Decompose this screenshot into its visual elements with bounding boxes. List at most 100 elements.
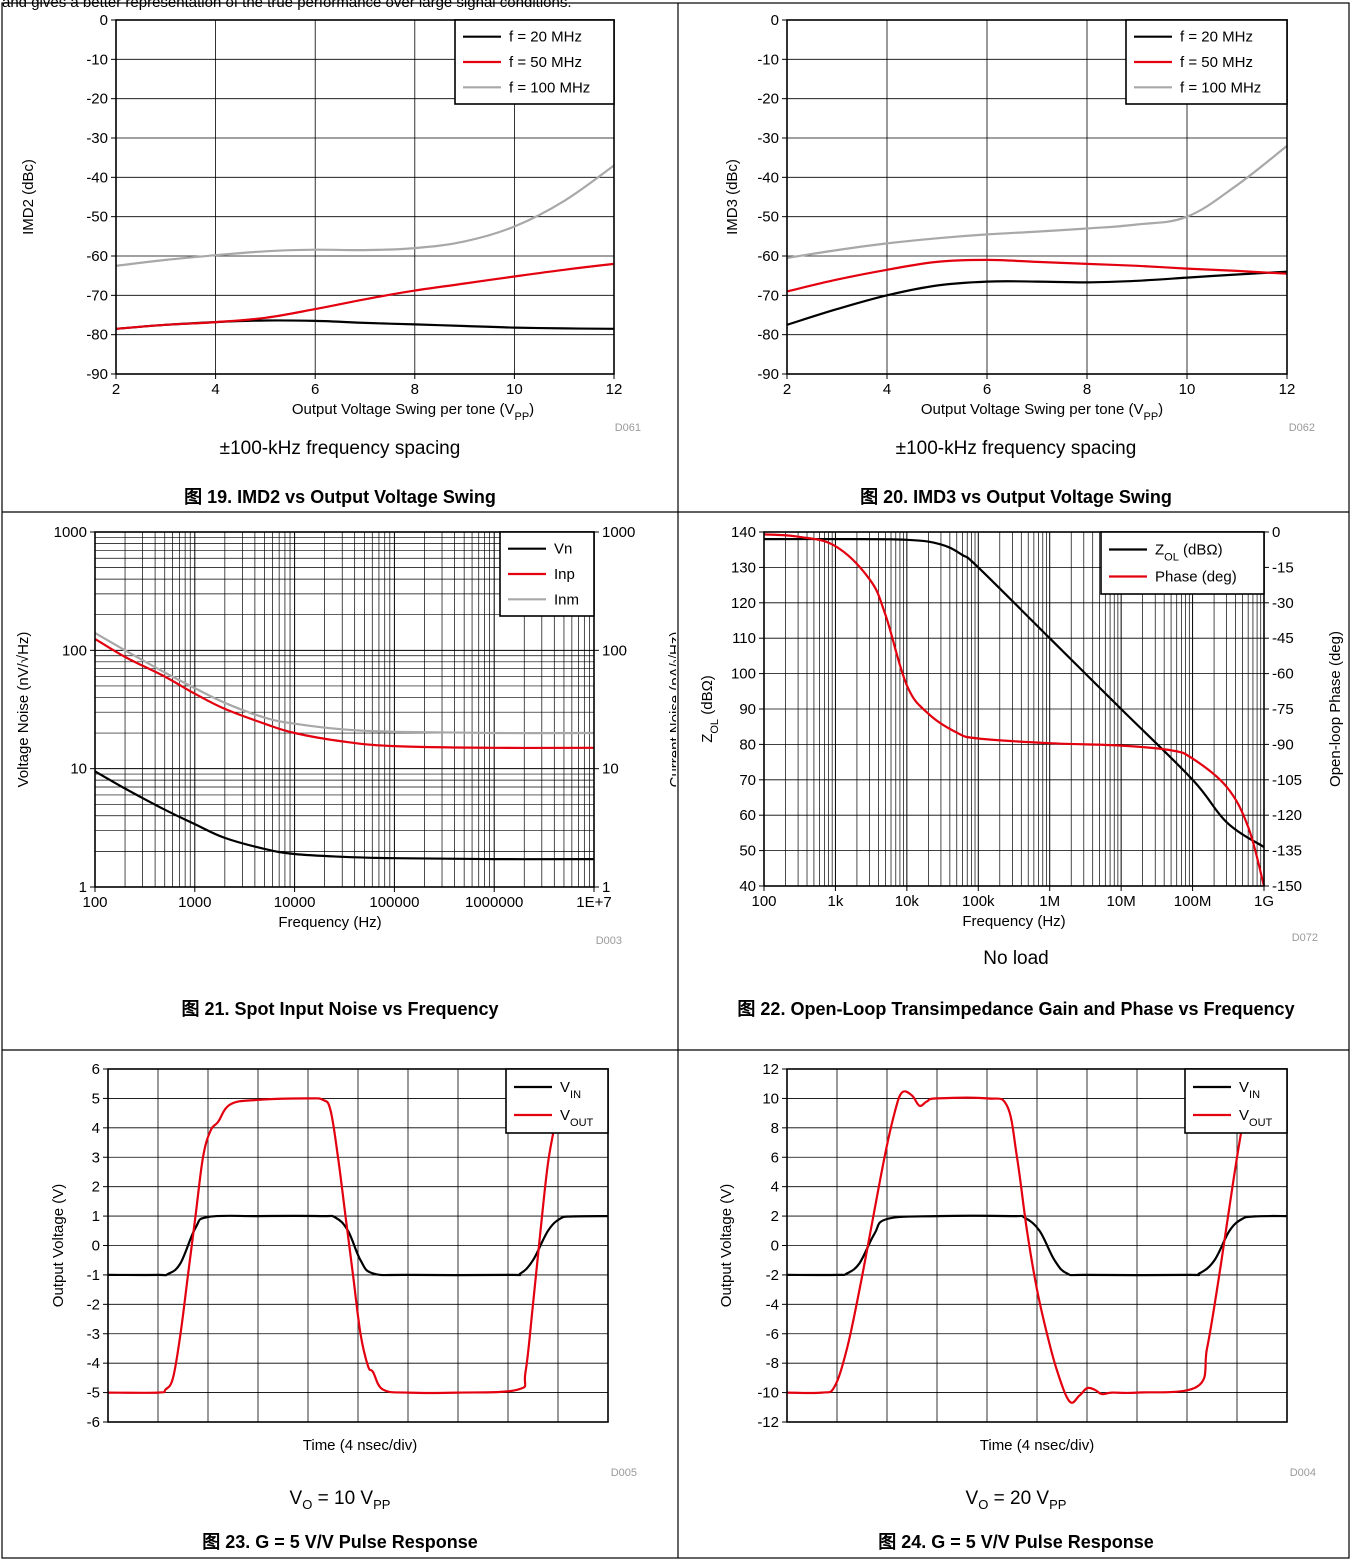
figure-code: D072: [1292, 932, 1318, 944]
pulse-10vpp-figure-title: 图 23. G = 5 V/V Pulse Response: [202, 1532, 478, 1552]
y-tick-label: 8: [771, 1120, 779, 1137]
x-axis-label: Frequency (Hz): [962, 913, 1065, 930]
series-line-2: [786, 1090, 1249, 1404]
y-tick-label: -20: [757, 91, 779, 108]
x-axis-label: Output Voltage Swing per tone (VPP): [292, 401, 534, 423]
y-tick-label: -6: [87, 1414, 100, 1431]
y-axis-label: IMD3 (dBc): [724, 159, 741, 235]
y-tick-label: -60: [757, 248, 779, 265]
series-line-1: [115, 319, 615, 330]
pulse-response-20vpp-chart: 12 10 8 6 4 2 0 -2 -4 -6 -8 -10 -12 Time (4 nsec/div)…: [718, 1061, 1316, 1479]
gridlines: [787, 20, 1287, 374]
y-tick-label: 0: [771, 1238, 779, 1255]
imd3-caption: ±100-kHz frequency spacing: [895, 438, 1137, 459]
x-axis-label: Frequency (Hz): [278, 914, 381, 931]
legend-label: VOUT: [560, 1107, 594, 1129]
legend-label: f = 20 MHz: [509, 29, 582, 46]
y-tick-label: -1: [87, 1267, 100, 1284]
y-tick-label: -6: [766, 1326, 779, 1343]
y-tick-label: -12: [757, 1414, 779, 1431]
y2-tick-label: -60: [1272, 666, 1294, 683]
y-tick-label: 100: [731, 666, 756, 683]
y-tick-label: 6: [771, 1149, 779, 1166]
x-tick-label: 6: [983, 381, 991, 398]
legend-label: ZOL (dBΩ): [1155, 542, 1223, 564]
pulse-20vpp-caption: VO = 20 VPP: [965, 1488, 1067, 1512]
x-tick-label: 10M: [1107, 893, 1136, 910]
y-tick-label: 3: [92, 1149, 100, 1166]
x-tick-label: 100: [751, 893, 776, 910]
plot-frame: [115, 19, 615, 375]
legend: f = 20 MHz f = 50 MHz f = 100 MHz: [1125, 19, 1288, 105]
legend: VIN VOUT: [505, 1068, 609, 1134]
series-line-3: [115, 164, 615, 267]
y-tick-label: 80: [739, 736, 756, 753]
y-tick-label: -80: [86, 327, 108, 344]
x-tick-label: 100k: [962, 893, 995, 910]
y-tick-label: -30: [757, 130, 779, 147]
y-tick-label: -70: [757, 287, 779, 304]
y-tick-label: 130: [731, 559, 756, 576]
y-tick-label: 12: [762, 1061, 779, 1078]
legend-label: f = 100 MHz: [509, 79, 590, 96]
y-tick-label: -2: [87, 1296, 100, 1313]
y-tick-label: 90: [739, 701, 756, 718]
y-tick-label: 70: [739, 772, 756, 789]
legend-label: Phase (deg): [1155, 569, 1237, 586]
x-tick-label: 4: [211, 381, 219, 398]
series-line-2: [94, 637, 595, 750]
x-tick-label: 2: [783, 381, 791, 398]
x-axis-label: Time (4 nsec/div): [303, 1437, 417, 1454]
pulse-10vpp-caption: VO = 10 VPP: [289, 1488, 391, 1512]
y2-axis-label: Current Noise (pA/√Hz): [667, 632, 676, 788]
y-tick-label: 0: [771, 12, 779, 29]
y-tick-label: 120: [731, 595, 756, 612]
y-tick-label: -4: [87, 1355, 100, 1372]
y-tick-label: -10: [757, 1385, 779, 1402]
x-tick-label: 12: [1279, 381, 1296, 398]
series-line-2: [763, 533, 1266, 887]
x-tick-label: 1000: [178, 894, 211, 911]
legend-label: f = 50 MHz: [509, 54, 582, 71]
y-tick-label: -40: [757, 169, 779, 186]
plot-frame: [786, 19, 1288, 375]
x-tick-label: 1E+7: [576, 894, 611, 911]
x-tick-label: 12: [606, 381, 623, 398]
series-line-1: [107, 1214, 609, 1277]
x-tick-label: 6: [311, 381, 319, 398]
y-tick-label: -10: [86, 51, 108, 68]
x-tick-label: 100: [82, 894, 107, 911]
x-tick-label: 8: [1083, 381, 1091, 398]
page-header-text: and gives a better representation of the…: [2, 0, 572, 11]
imd2-caption: ±100-kHz frequency spacing: [219, 438, 461, 459]
y-axis-label: ZOL (dBΩ): [699, 675, 721, 743]
y-tick-label: -4: [766, 1296, 779, 1313]
y-tick-label: 1000: [54, 524, 87, 541]
legend-label: f = 50 MHz: [1180, 54, 1253, 71]
y2-tick-label: 100: [602, 642, 627, 659]
y-tick-label: 6: [92, 1061, 100, 1078]
y2-tick-label: -45: [1272, 630, 1294, 647]
legend: f = 20 MHz f = 50 MHz f = 100 MHz: [454, 19, 615, 105]
series-line-1: [786, 1214, 1288, 1277]
y2-tick-label: 0: [1272, 524, 1280, 541]
y-tick-label: 40: [739, 878, 756, 895]
legend-label: VIN: [1239, 1079, 1260, 1101]
y2-tick-label: -105: [1272, 772, 1302, 789]
y-tick-label: -5: [87, 1385, 100, 1402]
x-tick-label: 2: [112, 381, 120, 398]
x-tick-label: 10: [506, 381, 523, 398]
x-tick-label: 8: [411, 381, 419, 398]
y-axis-label: Voltage Noise (nV/√Hz): [15, 632, 32, 788]
legend-label: Inp: [554, 566, 575, 583]
series-line-3: [786, 145, 1288, 260]
noise-chart: 100 1000 10000 100000 1000000 1E+711010010001…: [15, 524, 676, 946]
y-tick-label: 100: [62, 642, 87, 659]
y-tick-label: -2: [766, 1267, 779, 1284]
figure-code: D005: [611, 1467, 637, 1479]
x-tick-label: 1k: [828, 893, 844, 910]
y-tick-label: 10: [762, 1090, 779, 1107]
x-tick-label: 10: [1179, 381, 1196, 398]
y-tick-label: 0: [92, 1238, 100, 1255]
